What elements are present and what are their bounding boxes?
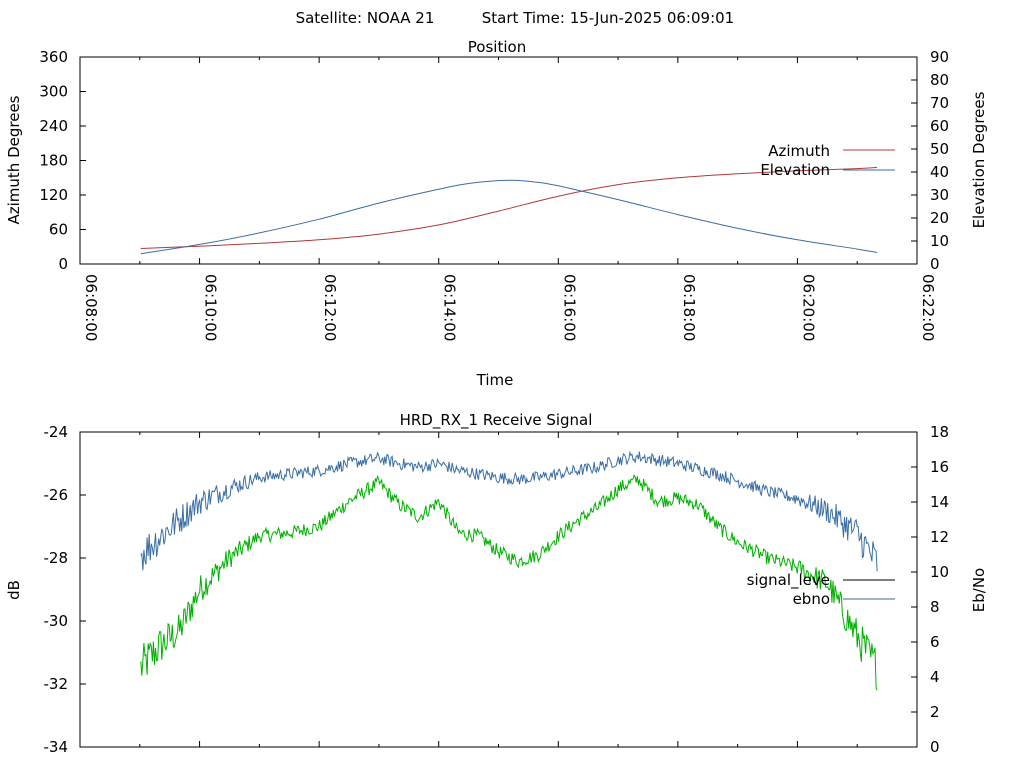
position-ticks: 0 60 120 180 240 300 360 0 10 20 30 40 50 60 70 80 90 06:… [39,48,949,341]
position-y-tick-label: 360 [39,48,68,66]
signal-y-tick-label: -24 [44,423,69,441]
position-y-axis-label: Azimuth Degrees [5,95,23,224]
signal-y2-tick-label: 4 [930,668,940,686]
position-y2-tick-label: 90 [930,48,949,66]
position-x-tick-label: 06:16:00 [560,274,578,341]
position-y2-axis-label: Elevation Degrees [970,91,988,228]
position-x-tick-label: 06:20:00 [799,274,817,341]
signal-level-series-line [140,473,878,691]
position-x-tick-label: 06:14:00 [441,274,459,341]
signal-legend: signal_leve ebno [747,571,895,608]
position-y2-tick-label: 70 [930,94,949,112]
signal-y2-tick-label: 16 [930,458,949,476]
signal-y2-tick-label: 6 [930,633,940,651]
position-y2-tick-label: 50 [930,140,949,158]
signal-y2-tick-label: 2 [930,703,940,721]
legend-ebno-label: ebno [793,590,830,608]
legend-signal-level-label: signal_leve [747,571,830,590]
position-y2-tick-label: 60 [930,117,949,135]
position-legend: Azimuth Elevation [760,142,895,179]
position-x-tick-label: 06:18:00 [680,274,698,341]
signal-y2-tick-label: 8 [930,598,940,616]
signal-y2-tick-label: 10 [930,563,949,581]
position-y-tick-label: 240 [39,117,68,135]
azimuth-series-line [140,166,878,249]
position-y2-tick-label: 20 [930,209,949,227]
position-x-tick-label: 06:12:00 [321,274,339,341]
signal-chart-title: HRD_RX_1 Receive Signal [400,411,593,430]
signal-y2-tick-label: 0 [930,738,940,756]
signal-y2-tick-label: 12 [930,528,949,546]
signal-chart: HRD_RX_1 Receive Signal -34-32-30-28-26-… [5,411,988,756]
start-time-label: Start Time: 15-Jun-2025 06:09:01 [482,9,734,27]
position-x-tick-label: 06:22:00 [919,274,937,341]
position-y-tick-label: 180 [39,152,68,170]
signal-y2-axis-label: Eb/No [970,568,988,612]
position-x-axis-label: Time [476,371,514,389]
position-chart: Position 0 60 120 180 240 300 360 0 10 20 30 40 50 60… [5,38,988,389]
position-y-tick-label: 0 [58,255,68,273]
position-y2-tick-label: 0 [930,255,940,273]
position-x-tick-label: 06:08:00 [82,274,100,341]
position-y2-tick-label: 40 [930,163,949,181]
signal-y-tick-label: -26 [44,486,69,504]
signal-y2-tick-label: 14 [930,493,949,511]
position-y2-tick-label: 10 [930,232,949,250]
signal-y-tick-label: -28 [44,549,69,567]
signal-y-axis-label: dB [5,580,23,600]
signal-y-tick-label: -32 [44,675,69,693]
position-y2-tick-label: 30 [930,186,949,204]
signal-y2-tick-label: 18 [930,423,949,441]
satellite-label: Satellite: NOAA 21 [296,9,435,27]
signal-series [140,450,878,691]
signal-y-tick-label: -30 [44,612,69,630]
ebno-series-line [140,450,878,572]
elevation-series-line [140,179,878,255]
signal-ticks: -34 -32 -30 -28 -26 -24 0 2 4 6 8 10 12 14 16 18 [44,423,950,756]
legend-elevation-label: Elevation [760,161,830,179]
position-y-tick-label: 120 [39,186,68,204]
position-series [140,166,878,255]
legend-azimuth-label: Azimuth [768,142,830,160]
position-chart-title: Position [468,38,526,56]
position-y-tick-label: 60 [49,221,68,239]
position-y2-tick-label: 80 [930,71,949,89]
position-x-tick-label: 06:10:00 [202,274,220,341]
position-y-tick-label: 300 [39,83,68,101]
signal-y-tick-label: -34 [44,738,69,756]
